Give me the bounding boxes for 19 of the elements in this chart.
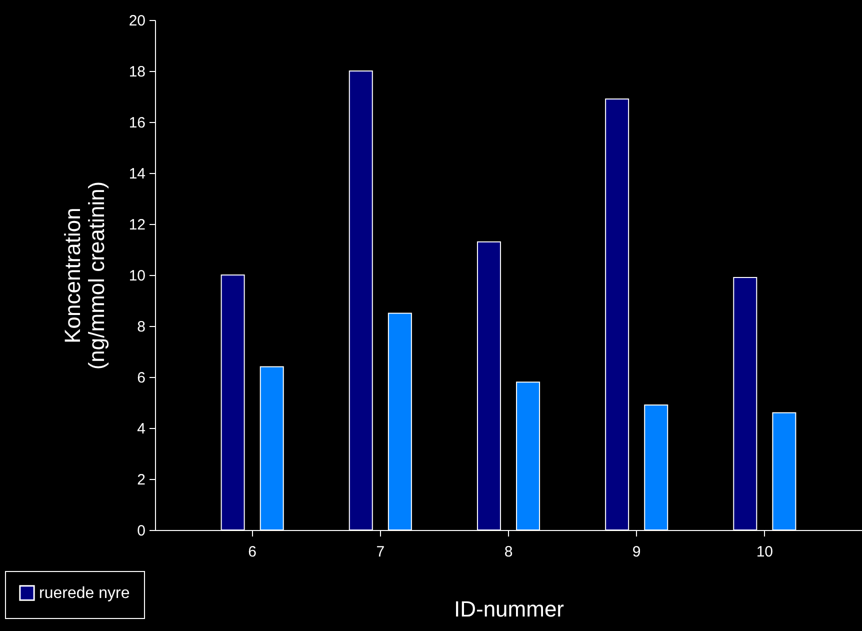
x-tick-label: 6 — [248, 544, 257, 560]
x-tick-label: 7 — [376, 544, 385, 560]
legend-label: ruerede nyre — [39, 585, 130, 602]
y-tick-label: 14 — [128, 166, 146, 182]
y-tick-label: 18 — [128, 64, 146, 80]
y-tick-label: 16 — [128, 114, 146, 132]
x-tick-label: 10 — [756, 544, 774, 560]
y-tick-label: 6 — [137, 370, 146, 386]
x-axis-title: ID-nummer — [454, 596, 564, 622]
y-tick-label: 12 — [128, 216, 146, 234]
y-tick-label: 10 — [128, 268, 146, 284]
y-tick-label: 8 — [137, 318, 146, 336]
y-axis-title: Koncentration (ng/mmol creatinin) — [60, 181, 109, 370]
y-tick-label: 4 — [137, 420, 146, 438]
y-tick-label: 2 — [137, 472, 146, 488]
y-tick-label: 20 — [128, 12, 146, 30]
y-tick-label: 0 — [137, 522, 146, 540]
x-tick-label: 9 — [632, 544, 641, 560]
x-tick-label: 8 — [504, 544, 513, 560]
